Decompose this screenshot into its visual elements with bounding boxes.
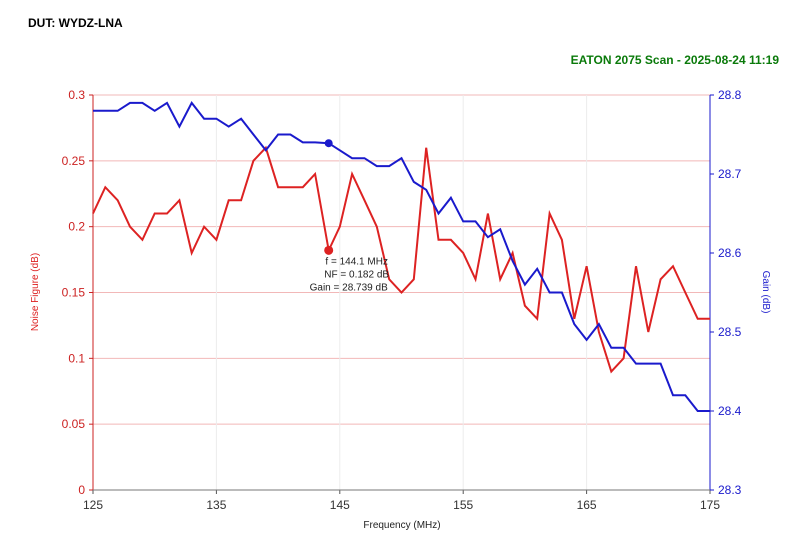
tick-labels: 0 0.05 0.1 0.15 0.2 0.25 0.3 125 135 145 155 165 175… [62,88,742,512]
y-right-tick-label: 28.8 [718,88,742,102]
scan-title: EATON 2075 Scan - 2025-08-24 11:19 [570,53,779,67]
gain-series-line [93,101,710,412]
y-axis-left-label: Noise Figure (dB) [30,253,41,331]
x-tick-label: 155 [453,498,473,512]
marker-annotation-line: f = 144.1 MHz [325,256,388,267]
x-tick-label: 175 [700,498,720,512]
x-tick-label: 145 [330,498,350,512]
y-left-tick-label: 0.25 [62,154,86,168]
y-left-tick-label: 0.3 [68,88,85,102]
y-right-tick-label: 28.7 [718,167,742,181]
noise-figure-marker-point [324,245,334,255]
y-right-tick-label: 28.3 [718,483,742,497]
y-right-tick-label: 28.5 [718,325,742,339]
y-left-tick-label: 0.05 [62,417,86,431]
y-right-tick-label: 28.4 [718,404,742,418]
dut-label: DUT: WYDZ-LNA [28,16,123,30]
y-right-tick-label: 28.6 [718,246,742,260]
noise-figure-series-line [92,145,710,374]
x-tick-label: 135 [206,498,226,512]
marker-annotation-line: Gain = 28.739 dB [310,282,388,293]
x-axis-label: Frequency (MHz) [363,520,440,531]
y-left-tick-label: 0.2 [68,220,85,234]
gain-marker-point [324,139,333,148]
y-left-tick-label: 0.1 [68,351,85,365]
series-layer [92,101,710,412]
axes [89,94,714,494]
x-tick-label: 165 [577,498,597,512]
x-tick-label: 125 [83,498,103,512]
y-axis-right-label: Gain (dB) [760,271,771,314]
marker-layer: f = 144.1 MHz NF = 0.182 dB Gain = 28.739 … [310,139,389,293]
y-left-tick-label: 0 [78,483,85,497]
marker-annotation-line: NF = 0.182 dB [324,269,389,280]
y-left-tick-label: 0.15 [62,286,86,300]
